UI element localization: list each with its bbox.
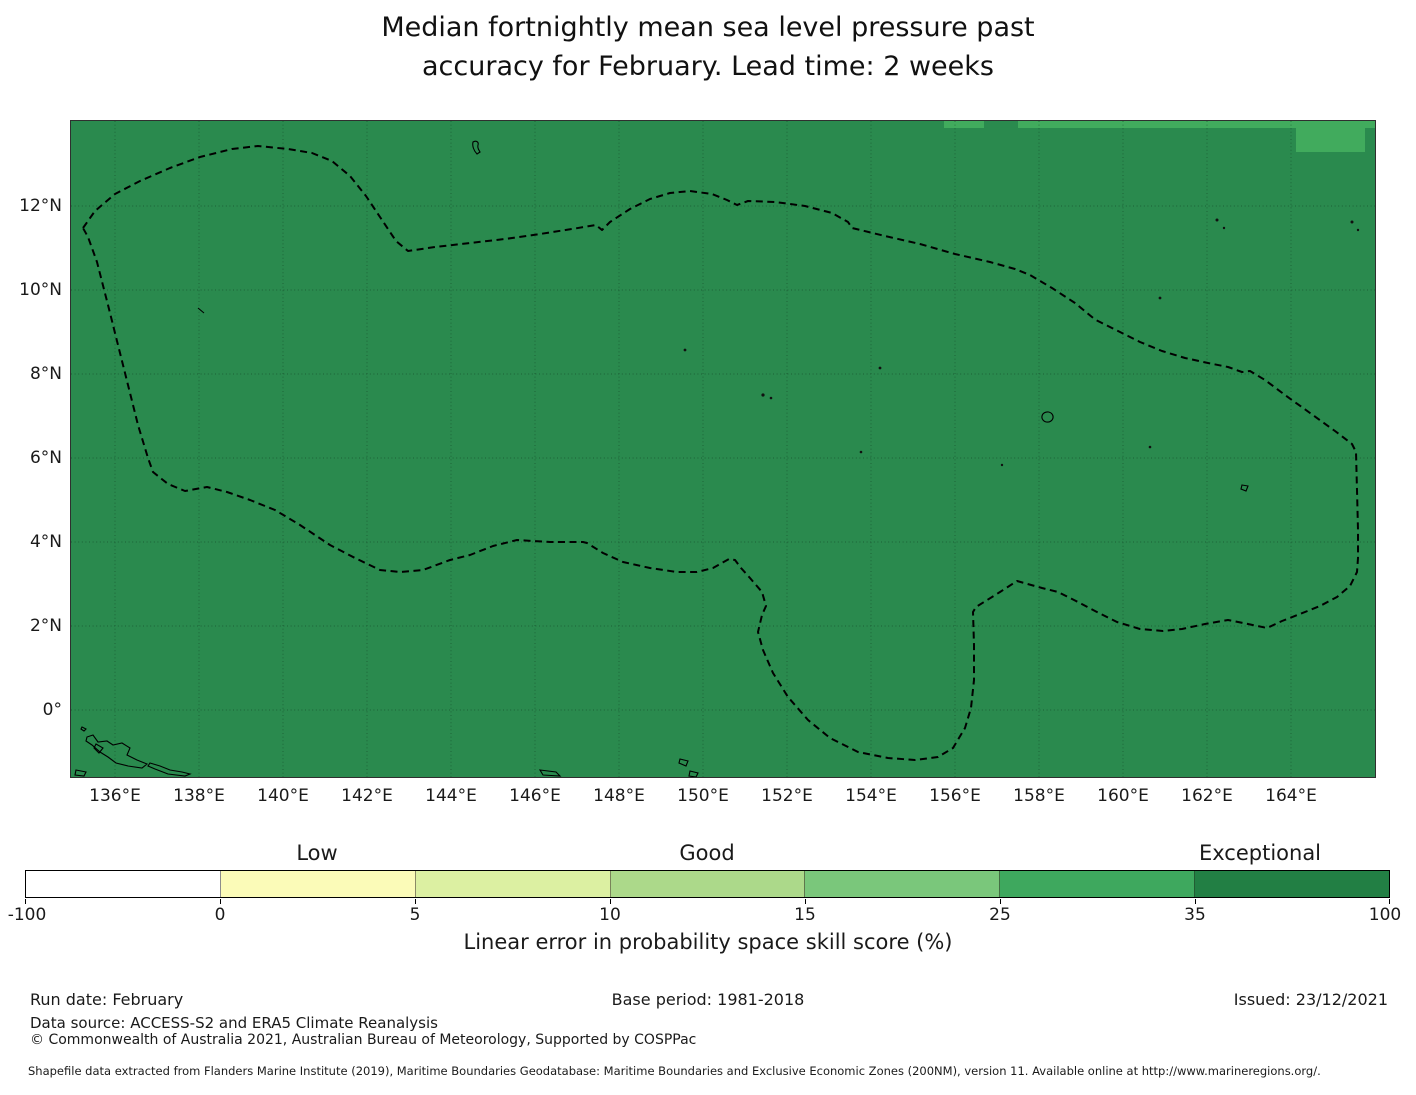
y-tick-10n: 10°N (19, 280, 62, 300)
x-tick-146e: 146°E (509, 786, 561, 806)
x-tick-138e: 138°E (173, 786, 225, 806)
colorbar-tick (1000, 899, 1001, 904)
colorbar-tick (25, 899, 26, 904)
colorbar-axis-label: Linear error in probability space skill … (463, 930, 953, 954)
colorbar-tick (805, 899, 806, 904)
colorbar-label-neg100: -100 (7, 905, 47, 925)
colorbar-segment-25-35 (1000, 871, 1196, 897)
colorbar-label-35: 35 (1184, 905, 1206, 925)
x-tick-160e: 160°E (1097, 786, 1149, 806)
colorbar-heading-low: Low (296, 841, 338, 865)
y-tick-0: 0° (42, 700, 62, 720)
x-tick-156e: 156°E (929, 786, 981, 806)
colorbar-tick (1195, 899, 1196, 904)
map-plot-area (70, 120, 1376, 778)
colorbar-segment-35-100 (1195, 871, 1390, 897)
y-tick-12n: 12°N (19, 196, 62, 216)
colorbar-label-100: 100 (1368, 905, 1402, 925)
data-source-text: Data source: ACCESS-S2 and ERA5 Climate … (30, 1014, 438, 1032)
colorbar-label-5: 5 (409, 905, 421, 925)
colorbar-label-10: 10 (599, 905, 621, 925)
eez-boundary-line (82, 145, 1359, 761)
chart-title-line1: Median fortnightly mean sea level pressu… (381, 12, 1035, 43)
grid-lines (71, 121, 1375, 777)
y-tick-2n: 2°N (29, 616, 62, 636)
run-date-text: Run date: February (30, 990, 184, 1009)
colorbar-tick (610, 899, 611, 904)
colorbar (25, 870, 1390, 898)
x-tick-142e: 142°E (341, 786, 393, 806)
x-tick-152e: 152°E (761, 786, 813, 806)
x-tick-158e: 158°E (1013, 786, 1065, 806)
island-dots (683, 218, 1360, 467)
colorbar-label-25: 25 (989, 905, 1011, 925)
x-tick-154e: 154°E (845, 786, 897, 806)
colorbar-tick (220, 899, 221, 904)
colorbar-tick (1389, 899, 1390, 904)
x-tick-144e: 144°E (425, 786, 477, 806)
y-tick-6n: 6°N (29, 448, 62, 468)
x-tick-148e: 148°E (593, 786, 645, 806)
colorbar-label-0: 0 (214, 905, 226, 925)
x-tick-140e: 140°E (257, 786, 309, 806)
copyright-text: © Commonwealth of Australia 2021, Austra… (30, 1032, 697, 1048)
x-tick-164e: 164°E (1265, 786, 1317, 806)
colorbar-segment-15-25 (805, 871, 1001, 897)
colorbar-tick (415, 899, 416, 904)
issued-date-text: Issued: 23/12/2021 (1233, 990, 1388, 1009)
colorbar-segment-0-5 (220, 871, 416, 897)
x-tick-136e: 136°E (89, 786, 141, 806)
y-tick-4n: 4°N (29, 532, 62, 552)
colorbar-heading-good: Good (679, 841, 735, 865)
skill-patch-25-35 (944, 121, 1375, 152)
colorbar-heading-exceptional: Exceptional (1198, 841, 1322, 865)
colorbar-segment-5-10 (415, 871, 611, 897)
map-canvas (71, 121, 1375, 778)
chart-title-line2: accuracy for February. Lead time: 2 week… (422, 51, 994, 82)
colorbar-segment-10-15 (610, 871, 806, 897)
x-tick-162e: 162°E (1181, 786, 1233, 806)
shapefile-note-text: Shapefile data extracted from Flanders M… (28, 1064, 1321, 1078)
colorbar-segment-neg100-0 (26, 871, 221, 897)
y-tick-8n: 8°N (29, 364, 62, 384)
island-outlines (74, 140, 1249, 778)
colorbar-label-15: 15 (794, 905, 816, 925)
x-tick-150e: 150°E (677, 786, 729, 806)
base-period-text: Base period: 1981-2018 (611, 990, 805, 1009)
